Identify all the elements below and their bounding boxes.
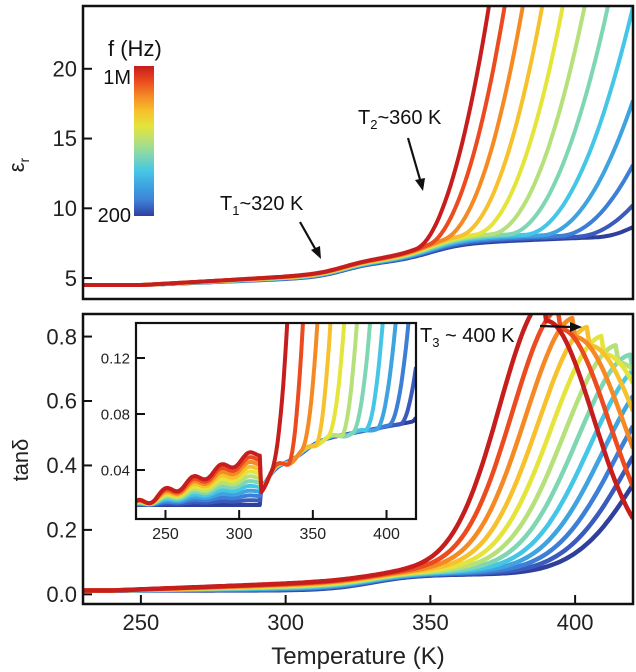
bottom-y-ticks: 0.0 0.2 0.4 0.6 0.8 bbox=[46, 324, 92, 607]
annotation-t2-rest: ~360 K bbox=[377, 107, 442, 129]
top-series-line-10 bbox=[83, 203, 633, 287]
top-ytick-label-3: 20 bbox=[53, 56, 77, 81]
top-series-line-0 bbox=[83, 6, 491, 287]
top-series-group bbox=[83, 6, 633, 287]
top-panel-frame bbox=[81, 4, 635, 301]
inset-xtick-label-2: 350 bbox=[299, 526, 326, 543]
annotation-t3-arrow bbox=[539, 324, 573, 329]
bottom-ytick-label-1: 0.2 bbox=[46, 518, 77, 543]
bottom-panel: 0.0 0.2 0.4 0.6 0.8 250 300 350 400 tanδ Temper… bbox=[8, 312, 635, 670]
top-ytick-label-1: 10 bbox=[53, 196, 77, 221]
inset-ytick-label-2: 0.12 bbox=[101, 350, 130, 367]
top-series-line-5 bbox=[83, 6, 587, 287]
bottom-x-axis-label: Temperature (K) bbox=[271, 643, 444, 670]
svg-text:T3 ~ 400 K: T3 ~ 400 K bbox=[420, 325, 515, 350]
bottom-xtick-label-3: 400 bbox=[557, 610, 594, 635]
colorbar-bar bbox=[134, 66, 154, 216]
annotation-t2-arrowhead bbox=[415, 178, 425, 191]
inset-frame bbox=[134, 321, 418, 521]
bottom-xtick-label-0: 250 bbox=[123, 610, 160, 635]
inset-xtick-label-0: 250 bbox=[152, 526, 179, 543]
inset-series-group bbox=[136, 323, 416, 507]
svg-text:T1~320 K: T1~320 K bbox=[220, 193, 304, 218]
annotation-t1-letter: T bbox=[220, 193, 232, 215]
annotation-t2-arrow bbox=[406, 137, 423, 184]
inset-y-ticks: 0.04 0.08 0.12 bbox=[101, 350, 145, 479]
bottom-xtick-label-2: 350 bbox=[412, 610, 449, 635]
annotation-t1-arrow bbox=[299, 221, 318, 253]
top-ytick-label-2: 15 bbox=[53, 126, 77, 151]
annotation-t1-sub: 1 bbox=[232, 203, 239, 218]
inset-ytick-label-0: 0.04 bbox=[101, 462, 130, 479]
svg-text:T2~360 K: T2~360 K bbox=[358, 107, 442, 132]
inset-x-ticks: 250 300 350 400 bbox=[152, 510, 400, 543]
top-ytick-label-0: 5 bbox=[65, 266, 77, 291]
colorbar-title: f (Hz) bbox=[108, 36, 162, 61]
top-y-ticks: 5 10 15 20 bbox=[53, 56, 92, 291]
colorbar: f (Hz) 1M 200 bbox=[98, 36, 162, 227]
annotation-t3-letter: T bbox=[420, 325, 432, 347]
annotation-t3: T3 ~ 400 K bbox=[420, 322, 582, 350]
annotation-t2: T2~360 K bbox=[358, 107, 442, 191]
colorbar-top-label: 1M bbox=[103, 67, 131, 89]
bottom-ytick-label-4: 0.8 bbox=[46, 324, 77, 349]
bottom-panel-frame bbox=[81, 312, 635, 606]
bottom-ytick-label-2: 0.4 bbox=[46, 453, 77, 478]
annotation-t2-letter: T bbox=[358, 107, 370, 129]
bottom-series-group bbox=[83, 314, 633, 593]
bottom-x-ticks: 250 300 350 400 bbox=[123, 595, 594, 635]
inset-ytick-label-1: 0.08 bbox=[101, 406, 130, 423]
bottom-ytick-label-3: 0.6 bbox=[46, 389, 77, 414]
inset-series-line-0 bbox=[136, 323, 290, 506]
top-y-axis-label: εr bbox=[4, 157, 32, 172]
annotation-t2-sub: 2 bbox=[370, 117, 377, 132]
inset-xtick-label-1: 300 bbox=[226, 526, 253, 543]
bottom-series-line-0 bbox=[83, 314, 633, 593]
annotation-t1: T1~320 K bbox=[220, 193, 321, 259]
annotation-t1-rest: ~320 K bbox=[239, 193, 304, 215]
bottom-ytick-label-0: 0.0 bbox=[46, 582, 77, 607]
inset-chart: 0.04 0.08 0.12 250 300 350 400 bbox=[101, 321, 418, 543]
annotation-t1-arrowhead bbox=[311, 246, 321, 259]
annotation-t3-arrowhead bbox=[570, 322, 582, 332]
annotation-t3-rest: ~ 400 K bbox=[439, 325, 515, 347]
bottom-xtick-label-1: 300 bbox=[267, 610, 304, 635]
bottom-y-axis-label: tanδ bbox=[8, 439, 33, 482]
annotation-t3-sub: 3 bbox=[432, 335, 439, 350]
inset-xtick-label-3: 400 bbox=[373, 526, 400, 543]
colorbar-bottom-label: 200 bbox=[98, 205, 131, 227]
